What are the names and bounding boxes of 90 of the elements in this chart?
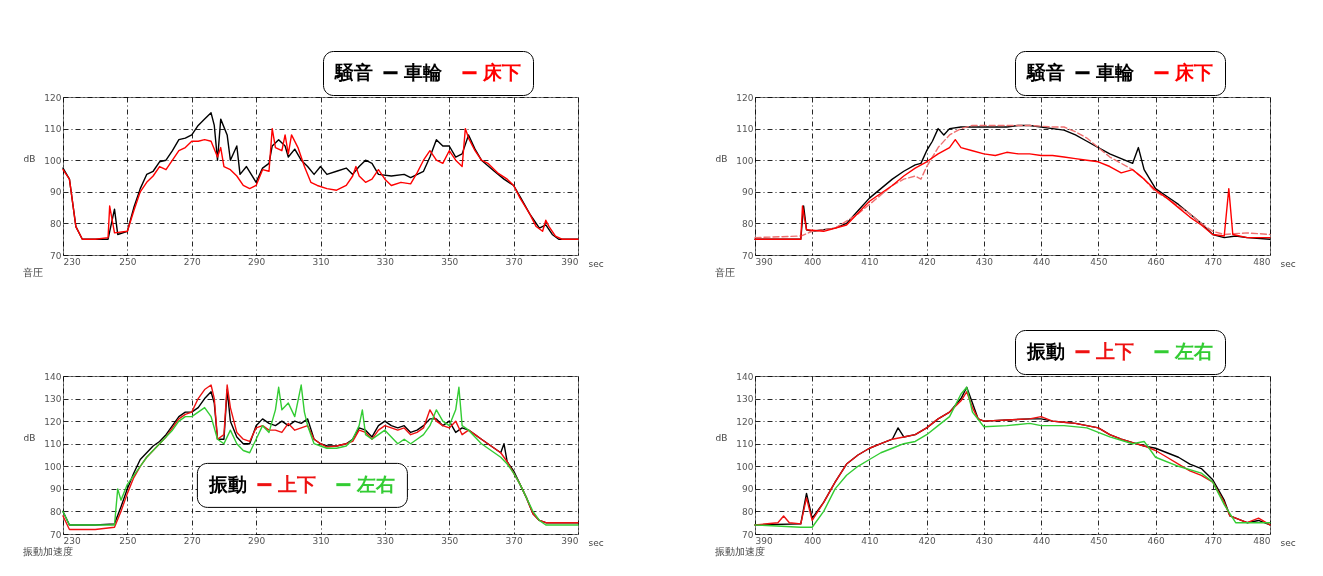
x-tick-label: 410	[861, 535, 879, 546]
x-tick-label: 250	[119, 535, 137, 546]
x-tick-label: 420	[918, 535, 937, 546]
legend-label: 上下	[1095, 339, 1134, 362]
x-axis-title: sec	[1280, 537, 1296, 548]
y-tick-label: 100	[44, 155, 62, 166]
x-tick-label: 440	[1033, 256, 1051, 267]
y-tick-label: 120	[736, 92, 754, 103]
y-tick-label: 70	[50, 250, 62, 261]
legend-label: 左右	[355, 472, 395, 495]
y-tick-label: 80	[50, 506, 62, 517]
x-tick-label: 430	[975, 256, 994, 267]
x-tick-label: 400	[804, 535, 822, 546]
x-axis-title: sec	[588, 537, 604, 548]
x-tick-label: 270	[183, 535, 202, 546]
legend-label: 上下	[276, 472, 316, 495]
x-tick-label: 450	[1090, 535, 1108, 546]
y-tick-label: 120	[736, 416, 754, 427]
x-tick-label: 390	[755, 535, 773, 546]
x-tick-label: 290	[248, 256, 266, 267]
x-tick-label: 350	[441, 535, 459, 546]
x-tick-label: 390	[561, 535, 579, 546]
y-tick-label: 140	[44, 371, 62, 382]
x-tick-label: 440	[1033, 535, 1051, 546]
x-tick-label: 270	[183, 256, 202, 267]
y-tick-label: 110	[736, 439, 754, 450]
x-axis-title: sec	[1280, 258, 1296, 269]
x-tick-label: 410	[861, 256, 879, 267]
y-axis-title: dB	[715, 153, 728, 164]
legend-title: 騒音	[334, 61, 373, 83]
legend-title: 騒音	[1026, 61, 1065, 83]
text: 振動加速度	[715, 546, 766, 557]
y-axis-title: dB	[23, 432, 36, 443]
x-tick-label: 230	[63, 535, 81, 546]
x-tick-label: 460	[1147, 256, 1165, 267]
x-tick-label: 390	[755, 256, 773, 267]
x-tick-label: 390	[561, 256, 579, 267]
y-tick-label: 80	[50, 218, 62, 229]
text: 音圧	[715, 267, 736, 278]
x-tick-label: 480	[1253, 256, 1271, 267]
x-axis-title: sec	[588, 258, 604, 269]
y-tick-label: 120	[44, 92, 62, 103]
legend-label: 床下	[482, 60, 521, 83]
y-tick-label: 110	[736, 124, 754, 135]
legend-label: 左右	[1174, 339, 1213, 362]
legend-label: 車輪	[403, 60, 443, 83]
y-tick-label: 80	[742, 218, 754, 229]
y-tick-label: 70	[742, 250, 754, 261]
y-tick-label: 90	[742, 187, 754, 198]
legend-label: 車輪	[1095, 60, 1135, 83]
y-tick-label: 80	[742, 506, 754, 517]
x-tick-label: 470	[1204, 256, 1223, 267]
x-tick-label: 330	[376, 535, 395, 546]
y-axis-title: dB	[715, 432, 728, 443]
x-tick-label: 310	[312, 535, 330, 546]
y-tick-label: 120	[44, 416, 62, 427]
y-axis-title: dB	[23, 153, 36, 164]
legend-label: 床下	[1174, 60, 1213, 83]
x-tick-label: 480	[1253, 535, 1271, 546]
x-tick-label: 370	[505, 256, 523, 267]
x-tick-label: 250	[119, 256, 137, 267]
y-tick-label: 70	[742, 529, 754, 540]
legend-title: 振動	[1026, 340, 1065, 362]
y-tick-label: 70	[50, 529, 62, 540]
y-tick-label: 100	[44, 461, 62, 472]
text: 振動加速度	[23, 546, 74, 557]
x-tick-label: 330	[376, 256, 395, 267]
y-tick-label: 100	[736, 461, 754, 472]
x-tick-label: 370	[505, 535, 523, 546]
text: 音圧	[23, 267, 44, 278]
x-tick-label: 450	[1090, 256, 1108, 267]
x-tick-label: 350	[441, 256, 459, 267]
y-tick-label: 90	[50, 484, 62, 495]
x-tick-label: 430	[975, 535, 994, 546]
y-tick-label: 90	[742, 484, 754, 495]
y-tick-label: 110	[44, 124, 62, 135]
x-tick-label: 290	[248, 535, 266, 546]
y-tick-label: 130	[736, 394, 754, 405]
y-tick-label: 140	[736, 371, 754, 382]
x-tick-label: 400	[804, 256, 822, 267]
x-tick-label: 470	[1204, 535, 1223, 546]
y-tick-label: 100	[736, 155, 754, 166]
y-tick-label: 130	[44, 394, 62, 405]
legend-title: 振動	[207, 472, 247, 495]
x-tick-label: 420	[918, 256, 937, 267]
x-tick-label: 310	[312, 256, 330, 267]
y-tick-label: 110	[44, 439, 62, 450]
x-tick-label: 230	[63, 256, 81, 267]
y-tick-label: 90	[50, 187, 62, 198]
x-tick-label: 460	[1147, 535, 1165, 546]
